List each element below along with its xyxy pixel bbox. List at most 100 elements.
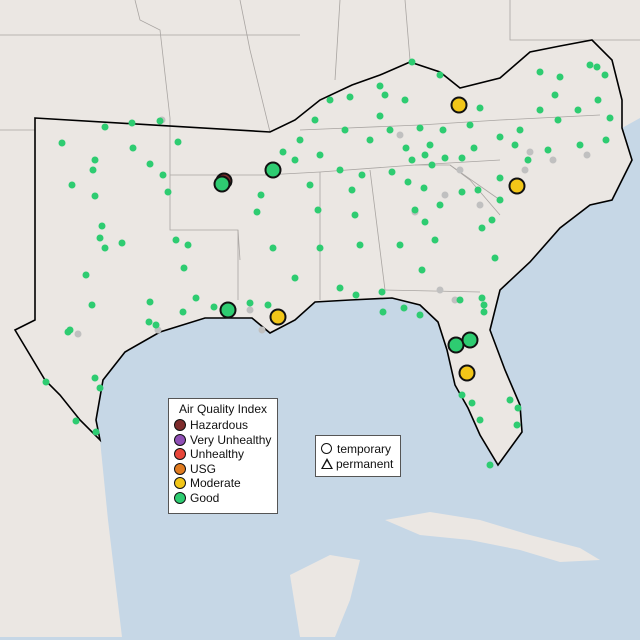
monitor-good[interactable] bbox=[458, 188, 466, 196]
monitor-good[interactable] bbox=[210, 303, 218, 311]
monitor-good[interactable] bbox=[551, 91, 559, 99]
monitor-good[interactable] bbox=[336, 284, 344, 292]
monitor-good[interactable] bbox=[436, 71, 444, 79]
monitor-good[interactable] bbox=[396, 241, 404, 249]
monitor-no-data[interactable] bbox=[258, 326, 266, 334]
monitor-no-data[interactable] bbox=[74, 330, 82, 338]
monitor-good[interactable] bbox=[192, 294, 200, 302]
monitor-good[interactable] bbox=[316, 244, 324, 252]
monitor-good[interactable] bbox=[576, 141, 584, 149]
monitor-good[interactable] bbox=[378, 288, 386, 296]
monitor-good[interactable] bbox=[184, 241, 192, 249]
monitor-good[interactable] bbox=[436, 201, 444, 209]
monitor-good[interactable] bbox=[352, 291, 360, 299]
monitor-good[interactable] bbox=[296, 136, 304, 144]
monitor-good[interactable] bbox=[146, 298, 154, 306]
monitor-good[interactable] bbox=[358, 171, 366, 179]
monitor-good[interactable] bbox=[89, 166, 97, 174]
monitor-good[interactable] bbox=[411, 206, 419, 214]
monitor-good[interactable] bbox=[474, 186, 482, 194]
monitor-good[interactable] bbox=[379, 308, 387, 316]
monitor-site-highlight[interactable] bbox=[508, 177, 526, 195]
monitor-good[interactable] bbox=[496, 196, 504, 204]
monitor-good[interactable] bbox=[400, 304, 408, 312]
monitor-site-highlight[interactable] bbox=[219, 301, 237, 319]
monitor-good[interactable] bbox=[279, 148, 287, 156]
monitor-site-highlight[interactable] bbox=[269, 308, 287, 326]
monitor-site-highlight[interactable] bbox=[213, 175, 231, 193]
monitor-good[interactable] bbox=[326, 96, 334, 104]
monitor-site-highlight[interactable] bbox=[461, 331, 479, 349]
monitor-good[interactable] bbox=[468, 399, 476, 407]
monitor-no-data[interactable] bbox=[476, 201, 484, 209]
monitor-good[interactable] bbox=[456, 296, 464, 304]
monitor-good[interactable] bbox=[593, 63, 601, 71]
monitor-good[interactable] bbox=[101, 244, 109, 252]
monitor-good[interactable] bbox=[341, 126, 349, 134]
monitor-good[interactable] bbox=[64, 328, 72, 336]
monitor-good[interactable] bbox=[441, 154, 449, 162]
monitor-no-data[interactable] bbox=[451, 296, 459, 304]
monitor-good[interactable] bbox=[401, 96, 409, 104]
monitor-good[interactable] bbox=[156, 117, 164, 125]
monitor-good[interactable] bbox=[480, 308, 488, 316]
monitor-no-data[interactable] bbox=[549, 156, 557, 164]
monitor-good[interactable] bbox=[68, 181, 76, 189]
monitor-good[interactable] bbox=[426, 141, 434, 149]
monitor-good[interactable] bbox=[496, 174, 504, 182]
monitor-good[interactable] bbox=[516, 126, 524, 134]
monitor-good[interactable] bbox=[92, 428, 100, 436]
monitor-good[interactable] bbox=[351, 211, 359, 219]
monitor-good[interactable] bbox=[179, 308, 187, 316]
monitor-good[interactable] bbox=[470, 144, 478, 152]
monitor-good[interactable] bbox=[91, 374, 99, 382]
monitor-good[interactable] bbox=[421, 151, 429, 159]
monitor-good[interactable] bbox=[506, 396, 514, 404]
monitor-good[interactable] bbox=[306, 181, 314, 189]
monitor-good[interactable] bbox=[145, 318, 153, 326]
monitor-good[interactable] bbox=[594, 96, 602, 104]
monitor-good[interactable] bbox=[418, 266, 426, 274]
monitor-good[interactable] bbox=[602, 136, 610, 144]
monitor-good[interactable] bbox=[164, 188, 172, 196]
monitor-good[interactable] bbox=[291, 274, 299, 282]
monitor-good[interactable] bbox=[91, 192, 99, 200]
monitor-good[interactable] bbox=[381, 91, 389, 99]
monitor-good[interactable] bbox=[458, 391, 466, 399]
monitor-good[interactable] bbox=[291, 156, 299, 164]
monitor-good[interactable] bbox=[246, 299, 254, 307]
monitor-good[interactable] bbox=[98, 222, 106, 230]
monitor-good[interactable] bbox=[478, 294, 486, 302]
monitor-good[interactable] bbox=[152, 321, 160, 329]
monitor-good[interactable] bbox=[408, 58, 416, 66]
monitor-good[interactable] bbox=[586, 61, 594, 69]
monitor-good[interactable] bbox=[476, 104, 484, 112]
monitor-good[interactable] bbox=[264, 301, 272, 309]
monitor-good[interactable] bbox=[316, 151, 324, 159]
monitor-good[interactable] bbox=[404, 178, 412, 186]
monitor-good[interactable] bbox=[386, 126, 394, 134]
monitor-good[interactable] bbox=[101, 123, 109, 131]
monitor-good[interactable] bbox=[348, 186, 356, 194]
monitor-good[interactable] bbox=[314, 206, 322, 214]
monitor-no-data[interactable] bbox=[456, 166, 464, 174]
monitor-good[interactable] bbox=[356, 241, 364, 249]
monitor-good[interactable] bbox=[524, 156, 532, 164]
monitor-good[interactable] bbox=[458, 154, 466, 162]
monitor-site-highlight[interactable] bbox=[458, 364, 476, 382]
monitor-no-data[interactable] bbox=[396, 131, 404, 139]
monitor-good[interactable] bbox=[439, 126, 447, 134]
monitor-good[interactable] bbox=[514, 404, 522, 412]
monitor-good[interactable] bbox=[311, 116, 319, 124]
monitor-no-data[interactable] bbox=[583, 151, 591, 159]
monitor-good[interactable] bbox=[96, 384, 104, 392]
monitor-good[interactable] bbox=[388, 168, 396, 176]
monitor-good[interactable] bbox=[478, 224, 486, 232]
monitor-good[interactable] bbox=[118, 239, 126, 247]
monitor-good[interactable] bbox=[606, 114, 614, 122]
monitor-good[interactable] bbox=[420, 184, 428, 192]
monitor-good[interactable] bbox=[491, 254, 499, 262]
monitor-good[interactable] bbox=[257, 191, 265, 199]
monitor-no-data[interactable] bbox=[526, 148, 534, 156]
